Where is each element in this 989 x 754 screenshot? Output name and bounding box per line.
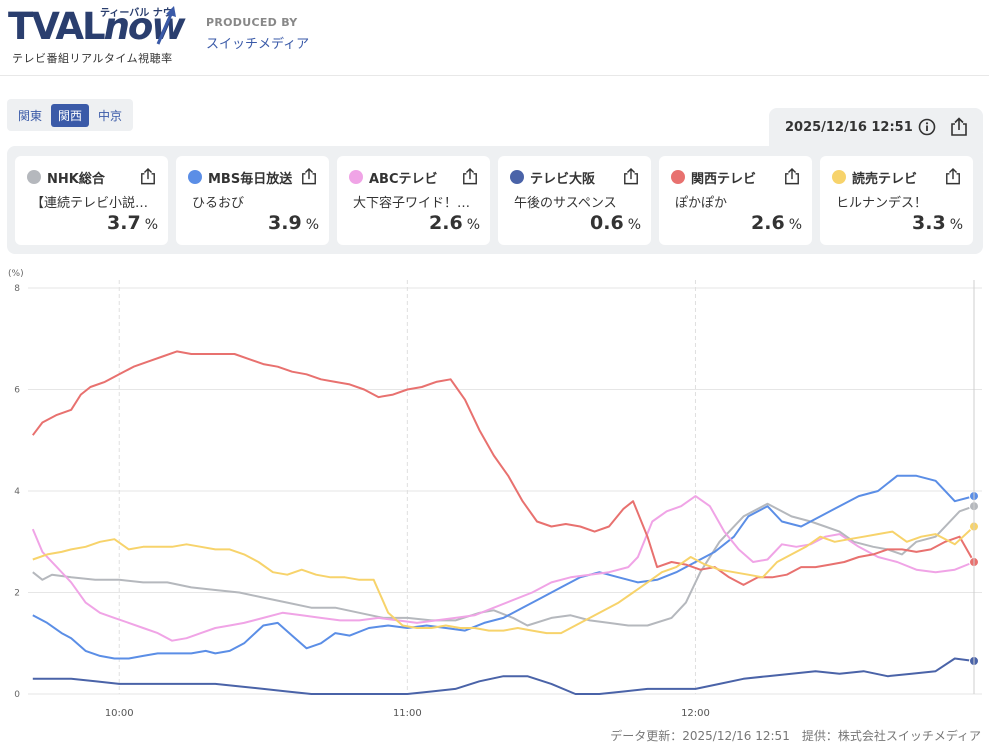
- rating-number: 2.6: [751, 212, 785, 234]
- rating-value: 3.7%: [107, 212, 158, 234]
- rating-unit: %: [949, 217, 963, 233]
- channel-card-nhk[interactable]: NHK総合 【連続テレビ小説】ばけばけ 3.7%: [15, 156, 168, 245]
- logo-arrow-icon: [156, 6, 176, 45]
- rating-unit: %: [788, 217, 802, 233]
- channel-card-tvo[interactable]: テレビ大阪 午後のサスペンス 0.6%: [498, 156, 651, 245]
- program-title: ひるおび: [192, 196, 245, 211]
- timestamp: 2025/12/16 12:51: [785, 120, 913, 135]
- tab-kansai[interactable]: 関西: [51, 103, 90, 127]
- series-line: [31, 495, 975, 642]
- y-tick-label: 0: [14, 690, 20, 700]
- rating-unit: %: [144, 217, 158, 233]
- channel-name: NHK総合: [47, 172, 105, 187]
- produced-by-label: PRODUCED BY: [206, 16, 298, 29]
- channel-color-dot: [671, 170, 685, 184]
- series-line: [32, 474, 975, 660]
- channel-name: テレビ大阪: [530, 172, 596, 187]
- share-icon[interactable]: [950, 117, 968, 137]
- channel-name: 関西テレビ: [691, 172, 757, 187]
- program-title: 午後のサスペンス: [514, 196, 617, 211]
- channel-cards: NHK総合 【連続テレビ小説】ばけばけ 3.7% MBS毎日放送 ひるおび 3.…: [15, 156, 973, 245]
- y-tick-label: 4: [14, 487, 20, 497]
- logo-main-text: TVAL: [8, 5, 106, 48]
- logo-subtitle: テレビ番組リアルタイム視聴率: [12, 52, 173, 65]
- channel-name: ABCテレビ: [369, 172, 438, 187]
- channel-card-mbs[interactable]: MBS毎日放送 ひるおび 3.9%: [176, 156, 329, 245]
- series-line: [32, 525, 975, 635]
- producer-link[interactable]: スイッチメディア: [206, 37, 310, 52]
- share-icon[interactable]: [301, 167, 317, 186]
- rating-number: 3.3: [912, 212, 946, 234]
- channel-color-dot: [188, 170, 202, 184]
- rating-number: 3.9: [268, 212, 302, 234]
- y-tick-label: 8: [14, 284, 20, 294]
- rating-value: 3.9%: [268, 212, 319, 234]
- channel-color-dot: [349, 170, 363, 184]
- rating-number: 2.6: [429, 212, 463, 234]
- share-icon[interactable]: [623, 167, 639, 186]
- site-header: TVALnow ティーバル ナウ テレビ番組リアルタイム視聴率 PRODUCED…: [0, 0, 989, 76]
- channel-color-dot: [510, 170, 524, 184]
- y-tick-label: 6: [14, 386, 20, 396]
- x-tick-label: 12:00: [681, 708, 710, 719]
- rating-number: 3.7: [107, 212, 141, 234]
- share-icon[interactable]: [945, 167, 961, 186]
- tval-now-logo[interactable]: TVALnow ティーバル ナウ テレビ番組リアルタイム視聴率: [8, 4, 186, 68]
- rating-unit: %: [466, 217, 480, 233]
- channel-name: 読売テレビ: [852, 172, 918, 187]
- channel-color-dot: [27, 170, 41, 184]
- rating-value: 3.3%: [912, 212, 963, 234]
- x-tick-label: 11:00: [393, 708, 422, 719]
- share-icon[interactable]: [462, 167, 478, 186]
- info-icon[interactable]: [918, 118, 936, 136]
- tab-chukyo[interactable]: 中京: [98, 108, 123, 123]
- rating-unit: %: [627, 217, 641, 233]
- ratings-line-chart[interactable]: (%) 0 2 4 6 8 10:00 11:00 12:00: [0, 262, 989, 732]
- rating-value: 2.6%: [751, 212, 802, 234]
- tab-kanto[interactable]: 関東: [18, 108, 43, 123]
- rating-number: 0.6: [590, 212, 624, 234]
- y-tick-label: 2: [14, 589, 20, 599]
- x-tick-label: 10:00: [105, 708, 134, 719]
- rating-unit: %: [305, 217, 319, 233]
- series-line: [32, 350, 975, 586]
- share-icon[interactable]: [784, 167, 800, 186]
- series-line: [32, 657, 975, 695]
- logo-kana: ティーバル ナウ: [100, 8, 173, 19]
- channel-card-ytv[interactable]: 読売テレビ ヒルナンデス！ 3.3%: [820, 156, 973, 245]
- y-unit-label: (%): [8, 269, 24, 279]
- series-line: [32, 502, 975, 627]
- channel-color-dot: [832, 170, 846, 184]
- channel-card-abc[interactable]: ABCテレビ 大下容子ワイド！スクランブル 2.6%: [337, 156, 490, 245]
- rating-value: 0.6%: [590, 212, 641, 234]
- rating-value: 2.6%: [429, 212, 480, 234]
- data-source-footer: データ更新：2025/12/16 12:51 提供：株式会社スイッチメディア: [610, 729, 981, 743]
- channel-card-ktv[interactable]: 関西テレビ ぽかぽか 2.6%: [659, 156, 812, 245]
- program-title: ぽかぽか: [675, 196, 728, 211]
- share-icon[interactable]: [140, 167, 156, 186]
- program-title: 【連続テレビ小説】ばけばけ: [31, 196, 156, 211]
- timestamp-tab: [769, 108, 983, 152]
- region-tabs: 関東 関西 中京: [7, 99, 134, 131]
- channel-name: MBS毎日放送: [208, 172, 293, 187]
- program-title: 大下容子ワイド！スクランブル: [353, 196, 478, 211]
- program-title: ヒルナンデス！: [836, 196, 928, 211]
